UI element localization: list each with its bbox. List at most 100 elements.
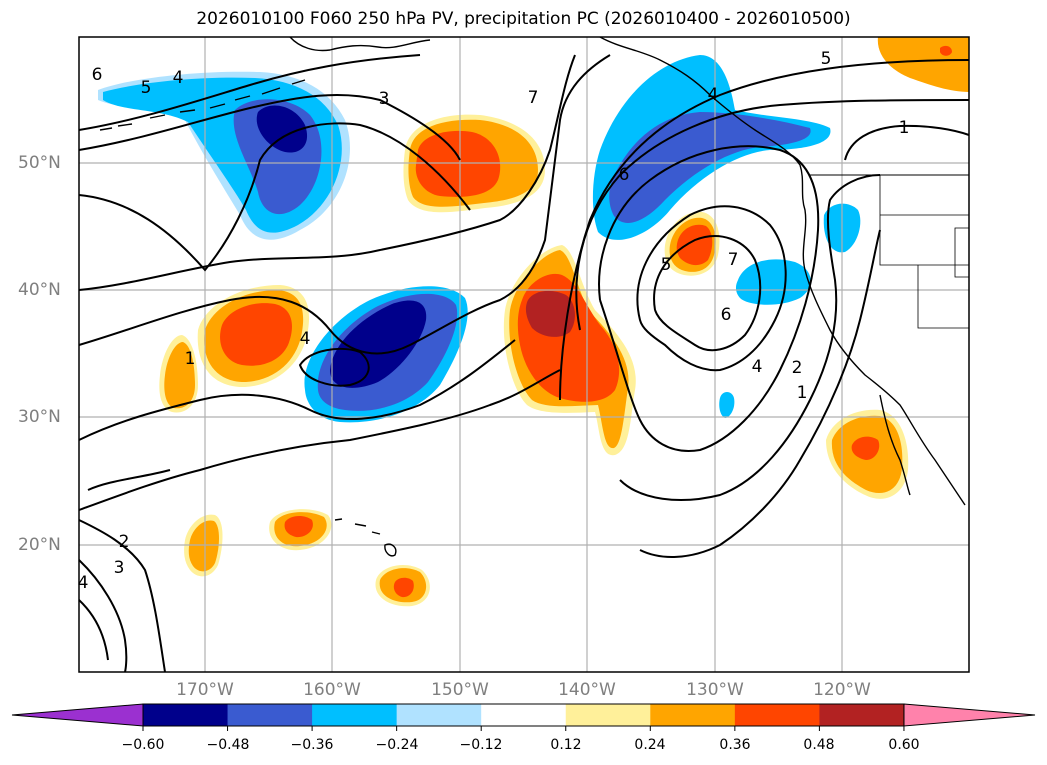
lat-label: 30°N [18,407,61,427]
colorbar-outline [142,703,905,727]
colorbar-tick-label: 0.12 [550,737,582,753]
precip-negative-area [609,112,811,223]
colorbar-segment [481,704,567,726]
precip-negative-area [719,392,735,418]
pv-contour-label: 6 [92,65,103,85]
pv-contour [78,54,611,355]
precip-negative-area [256,105,308,153]
precip-positive-area [220,303,292,366]
pv-contour [78,369,561,511]
map-frame [78,36,970,673]
colorbar-tick-label: −0.60 [121,737,165,753]
colorbar-segment [143,704,229,726]
precipitation-fills [98,37,969,607]
pv-contour-label: 1 [797,383,808,403]
colorbar-segment [227,704,313,726]
lat-label: 50°N [18,153,61,173]
baja-coast [879,394,911,496]
precip-positive-area [164,342,195,409]
pv-contour [78,339,516,441]
hawaii-islands [334,518,397,557]
colorbar-tick-label: −0.48 [206,737,250,753]
pv-contour [78,93,461,161]
pv-contour-label: 4 [752,357,763,377]
lon-label: 150°W [431,680,489,700]
pv-contour-label: 6 [619,165,630,185]
precip-positive-area [188,520,219,572]
colorbar-extend-max [903,703,1036,727]
pv-contour [87,469,171,491]
precip-positive-area [851,436,880,460]
lat-label: 20°N [18,535,61,555]
aleutian-islands [99,79,306,131]
pv-contour-label: 3 [379,89,390,109]
lon-label: 140°W [558,680,616,700]
colorbar-segment [650,704,736,726]
pv-contour-label: 4 [708,85,719,105]
pv-contour-label: 4 [78,573,89,593]
pv-contour-label: 5 [141,78,152,98]
precip-positive-area [525,290,575,337]
pv-contour [78,519,166,673]
pv-contour [636,205,787,372]
pv-contour-label: 4 [173,68,184,88]
colorbar [11,703,1036,731]
us-state-borders [879,175,970,329]
pv-contour [559,59,970,401]
north-america-coast [799,164,966,506]
pv-contour-label: 6 [721,305,732,325]
colorbar-tick-label: 0.60 [888,737,920,753]
lon-label: 130°W [686,680,744,700]
precip-positive-area [415,130,501,197]
colorbar-segment [819,704,905,726]
pv-contours [78,54,970,673]
precip-negative-area [735,259,811,305]
precip-positive-area [676,224,713,266]
precip-positive-area [284,516,313,538]
graticule [79,37,969,672]
alaska-coast [289,36,801,166]
colorbar-segment [396,704,482,726]
pv-contour [78,559,128,673]
pv-contour [78,54,576,291]
pv-contour-labels: 6 5 4 3 7 5 4 1 6 5 7 6 4 2 1 4 1 2 3 4 [78,49,910,593]
lon-label: 120°W [813,680,871,700]
pv-contour-label: 4 [300,329,311,349]
colorbar-extend-min [11,703,144,727]
pv-contour-label: 2 [119,532,130,552]
precip-positive-area [393,577,414,598]
pv-contour [639,229,881,558]
pv-contour [653,235,762,352]
coastlines [99,36,970,557]
colorbar-tick-label: −0.36 [290,737,334,753]
colorbar-tick-label: −0.12 [459,737,503,753]
lon-label: 160°W [303,680,361,700]
pv-contour-label: 1 [185,349,196,369]
colorbar-tick-label: 0.36 [719,737,751,753]
colorbar-segment [565,704,651,726]
pv-contour [78,54,421,131]
precip-positive-area [940,45,952,56]
pv-contour-label: 7 [728,250,739,270]
pv-contour [619,174,881,501]
lat-label: 40°N [18,280,61,300]
colorbar-tick-label: −0.24 [375,737,419,753]
pv-contour-label: 1 [899,118,910,138]
pv-contour-label: 7 [528,88,539,108]
pv-contour [78,122,471,272]
colorbar-tick-label: 0.24 [634,737,666,753]
pv-contour [844,124,970,161]
pv-contour-label: 5 [661,255,672,275]
lon-label: 170°W [176,680,234,700]
pv-contour-label: 5 [821,49,832,69]
colorbar-segment [312,704,398,726]
pv-contour-label: 2 [792,358,803,378]
pv-contour [298,347,370,387]
precip-negative-area [330,300,427,388]
pv-contour [78,599,109,661]
pv-contour [598,145,820,452]
plot-title: 2026010100 F060 250 hPa PV, precipitatio… [196,9,851,29]
pv-contour-label: 3 [114,558,125,578]
colorbar-segment [734,704,820,726]
